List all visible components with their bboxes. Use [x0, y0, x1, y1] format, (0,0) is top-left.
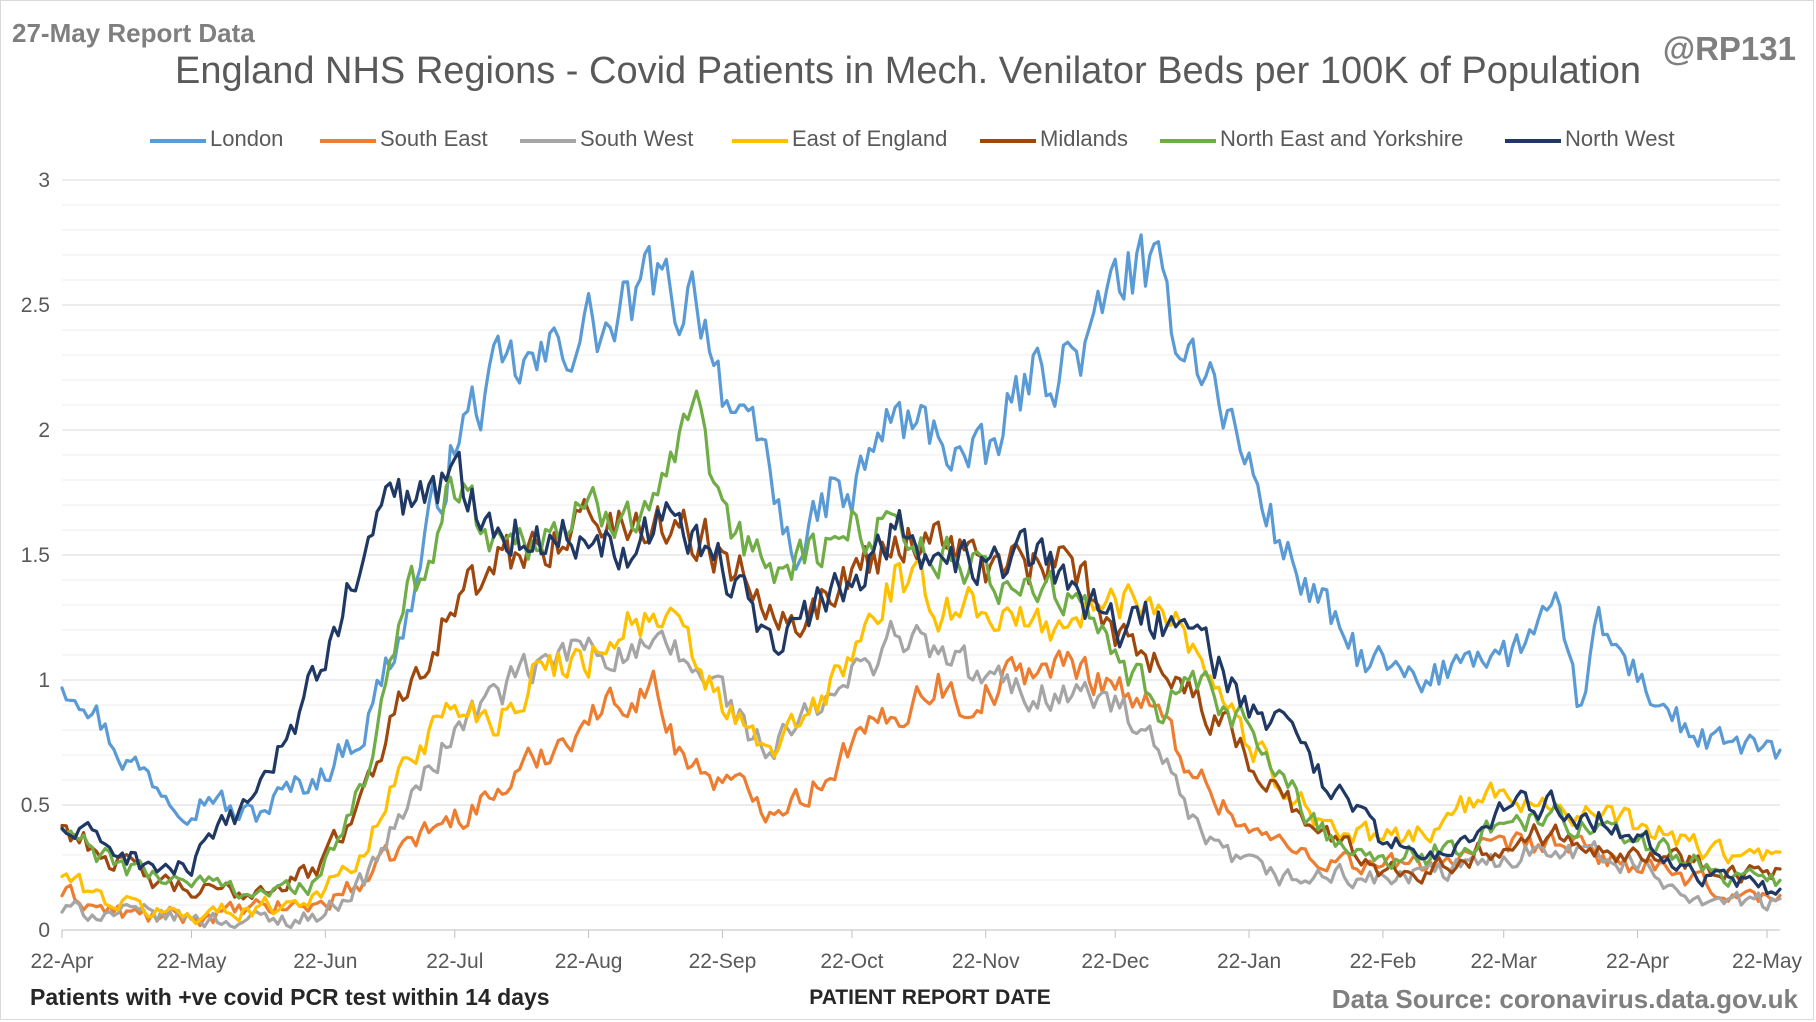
x-tick-label: 22-Nov — [952, 950, 1020, 973]
x-tick-label: 22-Apr — [30, 950, 93, 973]
y-tick-label: 3 — [38, 169, 50, 192]
legend-label: Midlands — [1040, 126, 1129, 151]
data-source: Data Source: coronavirus.data.gov.uk — [1331, 984, 1798, 1014]
x-tick-label: 22-Jul — [426, 950, 483, 973]
report-date-label: 27-May Report Data — [12, 18, 255, 48]
x-tick-label: 22-Dec — [1081, 950, 1149, 973]
legend-label: South East — [380, 126, 488, 151]
series-line-south-west — [60, 619, 1782, 930]
legend-label: North East and Yorkshire — [1220, 126, 1464, 151]
series-line-north-west — [60, 450, 1782, 896]
x-tick-label: 22-Apr — [1606, 950, 1669, 973]
legend-swatch — [520, 139, 576, 143]
author-handle: @RP131 — [1662, 30, 1796, 67]
legend-swatch — [980, 139, 1036, 143]
x-tick-label: 22-Oct — [820, 950, 883, 973]
y-tick-label: 1.5 — [21, 544, 50, 567]
series-line-east-of-england — [60, 558, 1782, 926]
x-tick-label: 22-May — [156, 950, 227, 973]
x-tick-label: 22-Jun — [293, 950, 357, 973]
legend-swatch — [150, 139, 206, 143]
x-tick-label: 22-Feb — [1350, 950, 1417, 973]
x-tick-label: 22-Sep — [689, 950, 757, 973]
x-tick-label: 22-May — [1732, 950, 1803, 973]
legend-label: North West — [1565, 126, 1675, 151]
series-line-london — [60, 233, 1782, 826]
y-tick-label: 1 — [38, 669, 50, 692]
footnote: Patients with +ve covid PCR test within … — [30, 984, 550, 1010]
series-line-midlands — [60, 497, 1782, 901]
legend-swatch — [1160, 139, 1216, 143]
x-tick-label: 22-Mar — [1470, 950, 1537, 973]
x-tick-label: 22-Jan — [1217, 950, 1281, 973]
y-tick-label: 0.5 — [21, 794, 50, 817]
y-tick-label: 0 — [38, 919, 50, 942]
chart-legend: London South East South West East of Englan… — [0, 126, 1816, 156]
legend-label: London — [210, 126, 284, 151]
legend-swatch — [1505, 139, 1561, 143]
legend-swatch — [320, 139, 376, 143]
legend-label: South West — [580, 126, 694, 151]
y-tick-label: 2.5 — [21, 294, 50, 317]
legend-swatch — [732, 139, 788, 143]
legend-label: East of England — [792, 126, 948, 151]
series-line-north-east-and-yorkshire — [60, 389, 1782, 900]
chart-title: England NHS Regions - Covid Patients in … — [175, 50, 1641, 92]
y-tick-label: 2 — [38, 419, 50, 442]
x-axis-label: PATIENT REPORT DATE — [809, 986, 1051, 1009]
x-tick-label: 22-Aug — [555, 950, 623, 973]
series-line-south-east — [60, 649, 1782, 928]
